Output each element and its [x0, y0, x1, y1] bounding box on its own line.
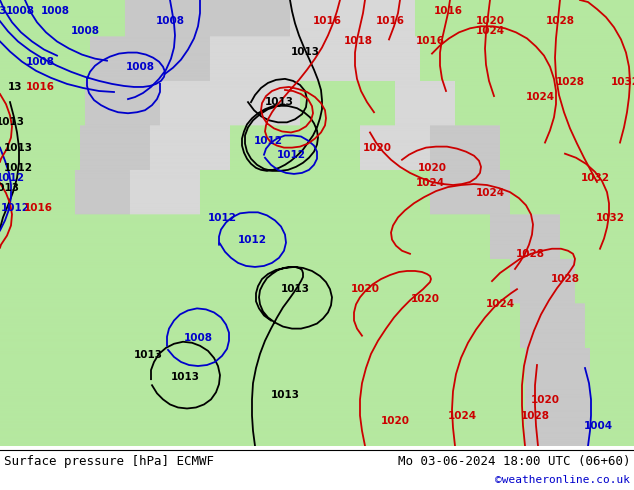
Text: 13: 13 — [0, 6, 7, 16]
Text: 1024: 1024 — [486, 299, 515, 309]
Text: 1012: 1012 — [254, 136, 283, 146]
Text: 1008: 1008 — [155, 16, 184, 26]
Text: 1012: 1012 — [207, 214, 236, 223]
Text: 1012: 1012 — [238, 235, 266, 245]
Text: 1013: 1013 — [171, 372, 200, 382]
Text: 1016: 1016 — [375, 16, 404, 26]
Text: 1020: 1020 — [410, 294, 439, 304]
Text: 1013: 1013 — [290, 47, 320, 56]
Text: 1008: 1008 — [6, 6, 34, 16]
Text: 1013: 1013 — [280, 284, 309, 294]
Text: 1013: 1013 — [0, 117, 25, 127]
Text: 1013: 1013 — [264, 97, 294, 107]
Text: 1028: 1028 — [545, 16, 574, 26]
Text: 1028: 1028 — [515, 249, 545, 259]
Text: 1012: 1012 — [0, 173, 25, 183]
Text: 1020: 1020 — [531, 395, 559, 405]
Text: 1024: 1024 — [415, 178, 444, 188]
Text: Mo 03-06-2024 18:00 UTC (06+60): Mo 03-06-2024 18:00 UTC (06+60) — [398, 455, 630, 468]
Text: 1013: 1013 — [0, 183, 20, 193]
Text: 1024: 1024 — [526, 92, 555, 102]
Text: 1020: 1020 — [363, 143, 392, 152]
Text: 1012: 1012 — [276, 150, 306, 160]
Text: 1028: 1028 — [521, 411, 550, 420]
Text: 1013: 1013 — [134, 350, 162, 360]
Text: 1024: 1024 — [476, 26, 505, 36]
Text: 1032: 1032 — [581, 173, 609, 183]
Text: 1013: 1013 — [4, 143, 32, 152]
Text: 1020: 1020 — [380, 416, 410, 426]
Text: 1020: 1020 — [351, 284, 380, 294]
Text: 1016: 1016 — [434, 6, 462, 16]
Text: 1018: 1018 — [344, 36, 373, 47]
Text: Surface pressure [hPa] ECMWF: Surface pressure [hPa] ECMWF — [4, 455, 214, 468]
Text: 1008: 1008 — [41, 6, 70, 16]
Text: 1016: 1016 — [25, 82, 55, 92]
Text: 1013: 1013 — [271, 391, 299, 400]
Text: 1004: 1004 — [583, 421, 612, 431]
Text: 1024: 1024 — [476, 188, 505, 198]
Text: 13: 13 — [8, 82, 22, 92]
Text: 1008: 1008 — [70, 26, 100, 36]
Text: 1032: 1032 — [595, 214, 624, 223]
Text: 1020: 1020 — [418, 163, 446, 173]
Text: 1008: 1008 — [183, 333, 212, 343]
Text: 1016: 1016 — [313, 16, 342, 26]
Text: 1016: 1016 — [415, 36, 444, 47]
Text: 1028: 1028 — [550, 274, 579, 284]
Text: 1012: 1012 — [4, 163, 32, 173]
Text: ©weatheronline.co.uk: ©weatheronline.co.uk — [495, 475, 630, 485]
Text: 1016: 1016 — [23, 203, 53, 213]
Text: 1008: 1008 — [126, 62, 155, 72]
Text: 1024: 1024 — [448, 411, 477, 420]
Text: 1012: 1012 — [1, 203, 30, 213]
Text: 1028: 1028 — [555, 77, 585, 87]
Text: 1032: 1032 — [611, 77, 634, 87]
Text: 1008: 1008 — [25, 57, 55, 67]
Text: 1020: 1020 — [476, 16, 505, 26]
